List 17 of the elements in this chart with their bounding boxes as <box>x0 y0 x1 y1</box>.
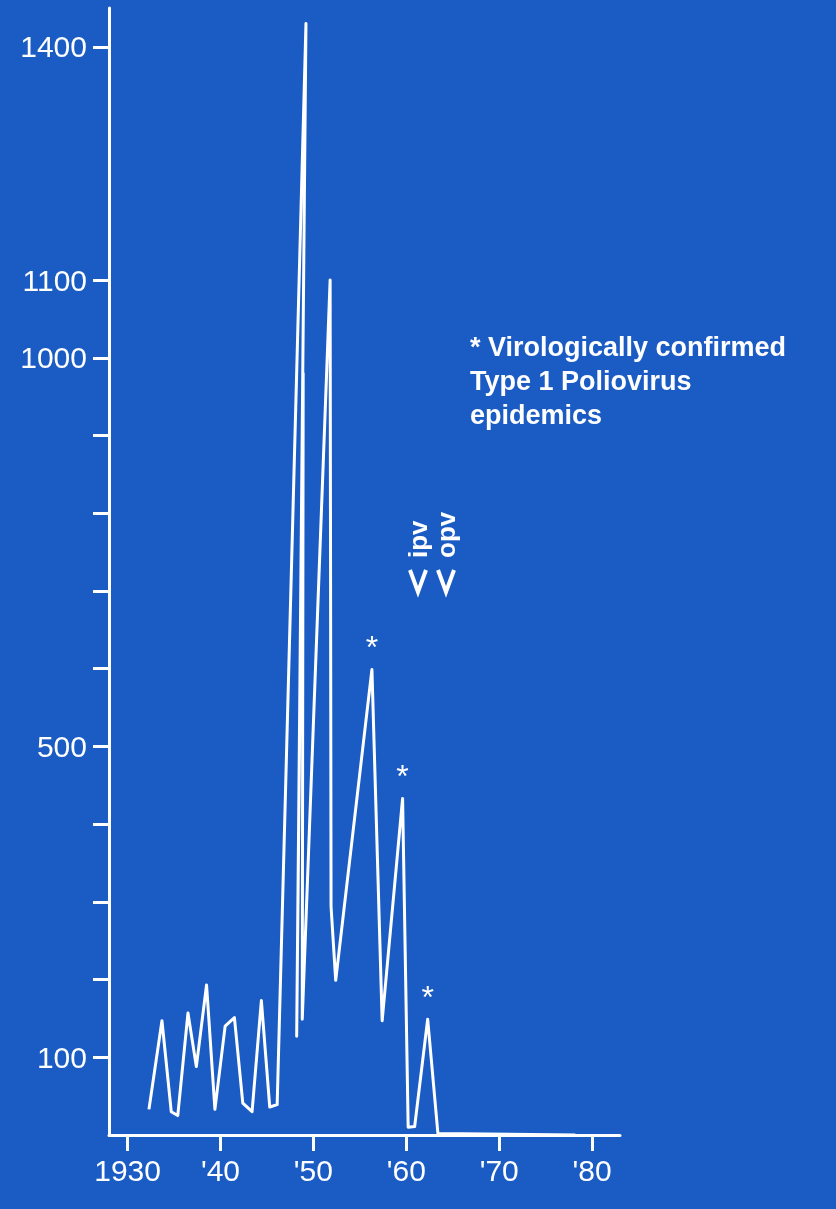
y-tick-label: 500 <box>36 729 87 763</box>
y-tick-label: 1100 <box>22 263 87 297</box>
x-tick-label: '70 <box>479 1153 519 1187</box>
annotation: ipv <box>403 519 433 558</box>
annotation: opv <box>431 511 461 558</box>
annotation: * Virologically confirmed Type 1 Poliovirus epidemics <box>470 332 794 430</box>
x-tick-label: 1930 <box>94 1153 161 1187</box>
y-tick-label: 1000 <box>20 341 87 375</box>
x-tick-label: '60 <box>386 1153 426 1187</box>
x-tick-label: '40 <box>200 1153 241 1187</box>
x-tick-label: '80 <box>572 1153 612 1187</box>
annotation: * <box>396 758 409 795</box>
annotation: * <box>365 629 379 666</box>
annotation: * <box>421 979 434 1016</box>
y-tick-label: 1400 <box>20 30 87 64</box>
x-tick-label: '50 <box>293 1153 333 1187</box>
y-tick-label: 100 <box>36 1040 87 1074</box>
